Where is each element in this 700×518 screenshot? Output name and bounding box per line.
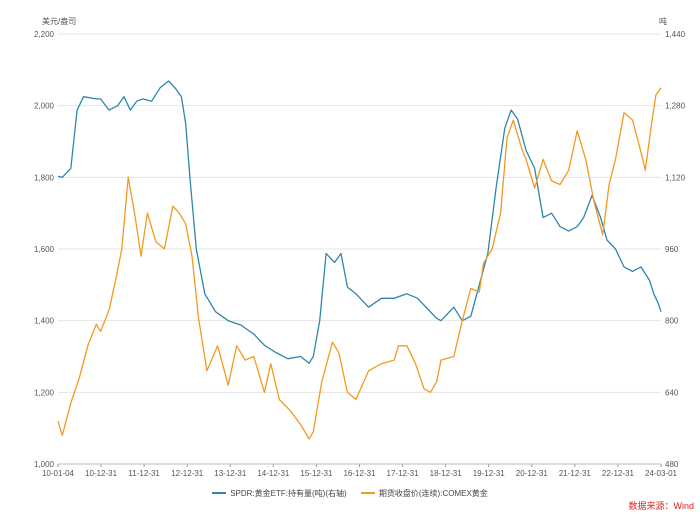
gridlines — [58, 33, 661, 465]
left-tick-label: 1,600 — [34, 245, 55, 254]
x-tick-label: 21-12-31 — [559, 469, 592, 478]
right-tick-label: 960 — [665, 245, 679, 254]
left-tick-label: 1,400 — [34, 317, 55, 326]
left-tick-label: 1,800 — [34, 173, 55, 182]
left-axis-unit: 美元/盎司 — [42, 16, 76, 26]
x-tick-label: 16-12-31 — [343, 469, 376, 478]
x-tick-label: 24-03-01 — [645, 469, 678, 478]
left-tick-label: 1,200 — [34, 388, 55, 397]
source-note: 数据来源：Wind — [628, 501, 694, 511]
x-tick-label: 18-12-31 — [430, 469, 463, 478]
x-tick-label: 19-12-31 — [473, 469, 506, 478]
right-tick-label: 1,280 — [665, 102, 686, 111]
x-tick-label: 17-12-31 — [387, 469, 420, 478]
right-axis-ticks: 480 640 800 960 1,120 1,280 1,440 — [665, 30, 686, 469]
x-tick-label: 11-12-31 — [128, 469, 160, 478]
x-tick-label: 20-12-31 — [516, 469, 549, 478]
legend: SPDR:黄金ETF:持有量(吨)(右轴) 期货收盘价(连续):COMEX黄金 — [0, 487, 700, 499]
right-tick-label: 480 — [665, 460, 679, 469]
x-tick-label: 15-12-31 — [300, 469, 333, 478]
legend-label-futures: 期货收盘价(连续):COMEX黄金 — [378, 488, 488, 498]
left-tick-label: 2,000 — [34, 102, 55, 111]
legend-item-etf[interactable]: SPDR:黄金ETF:持有量(吨)(右轴) — [212, 488, 347, 499]
legend-swatch-futures — [360, 492, 375, 494]
right-tick-label: 640 — [665, 388, 679, 397]
x-tick-label: 10-01-04 — [42, 469, 75, 478]
series-line-comex-gold-futures — [57, 87, 662, 440]
x-tick-label: 22-12-31 — [602, 469, 635, 478]
x-tick-label: 14-12-31 — [257, 469, 290, 478]
legend-label-etf: SPDR:黄金ETF:持有量(吨)(右轴) — [230, 488, 347, 498]
right-tick-label: 800 — [665, 317, 679, 326]
right-tick-label: 1,120 — [665, 173, 686, 182]
x-tick-label: 12-12-31 — [171, 469, 204, 478]
series-layer — [57, 80, 662, 440]
left-tick-label: 1,000 — [34, 460, 55, 469]
x-axis-ticks: 10-01-04 10-12-31 11-12-31 12-12-31 13-12-31… — [42, 463, 678, 478]
x-tick-label: 10-12-31 — [85, 469, 118, 478]
legend-swatch-etf — [212, 492, 227, 494]
right-tick-label: 1,440 — [665, 30, 686, 39]
left-tick-label: 2,200 — [34, 30, 55, 39]
legend-item-futures[interactable]: 期货收盘价(连续):COMEX黄金 — [360, 488, 488, 499]
left-axis-ticks: 1,000 1,200 1,400 1,600 1,800 2,000 2,200 — [34, 30, 55, 469]
right-axis-unit: 吨 — [659, 16, 667, 26]
series-line-spdr-etf-holdings — [57, 80, 662, 364]
x-tick-label: 13-12-31 — [214, 469, 247, 478]
